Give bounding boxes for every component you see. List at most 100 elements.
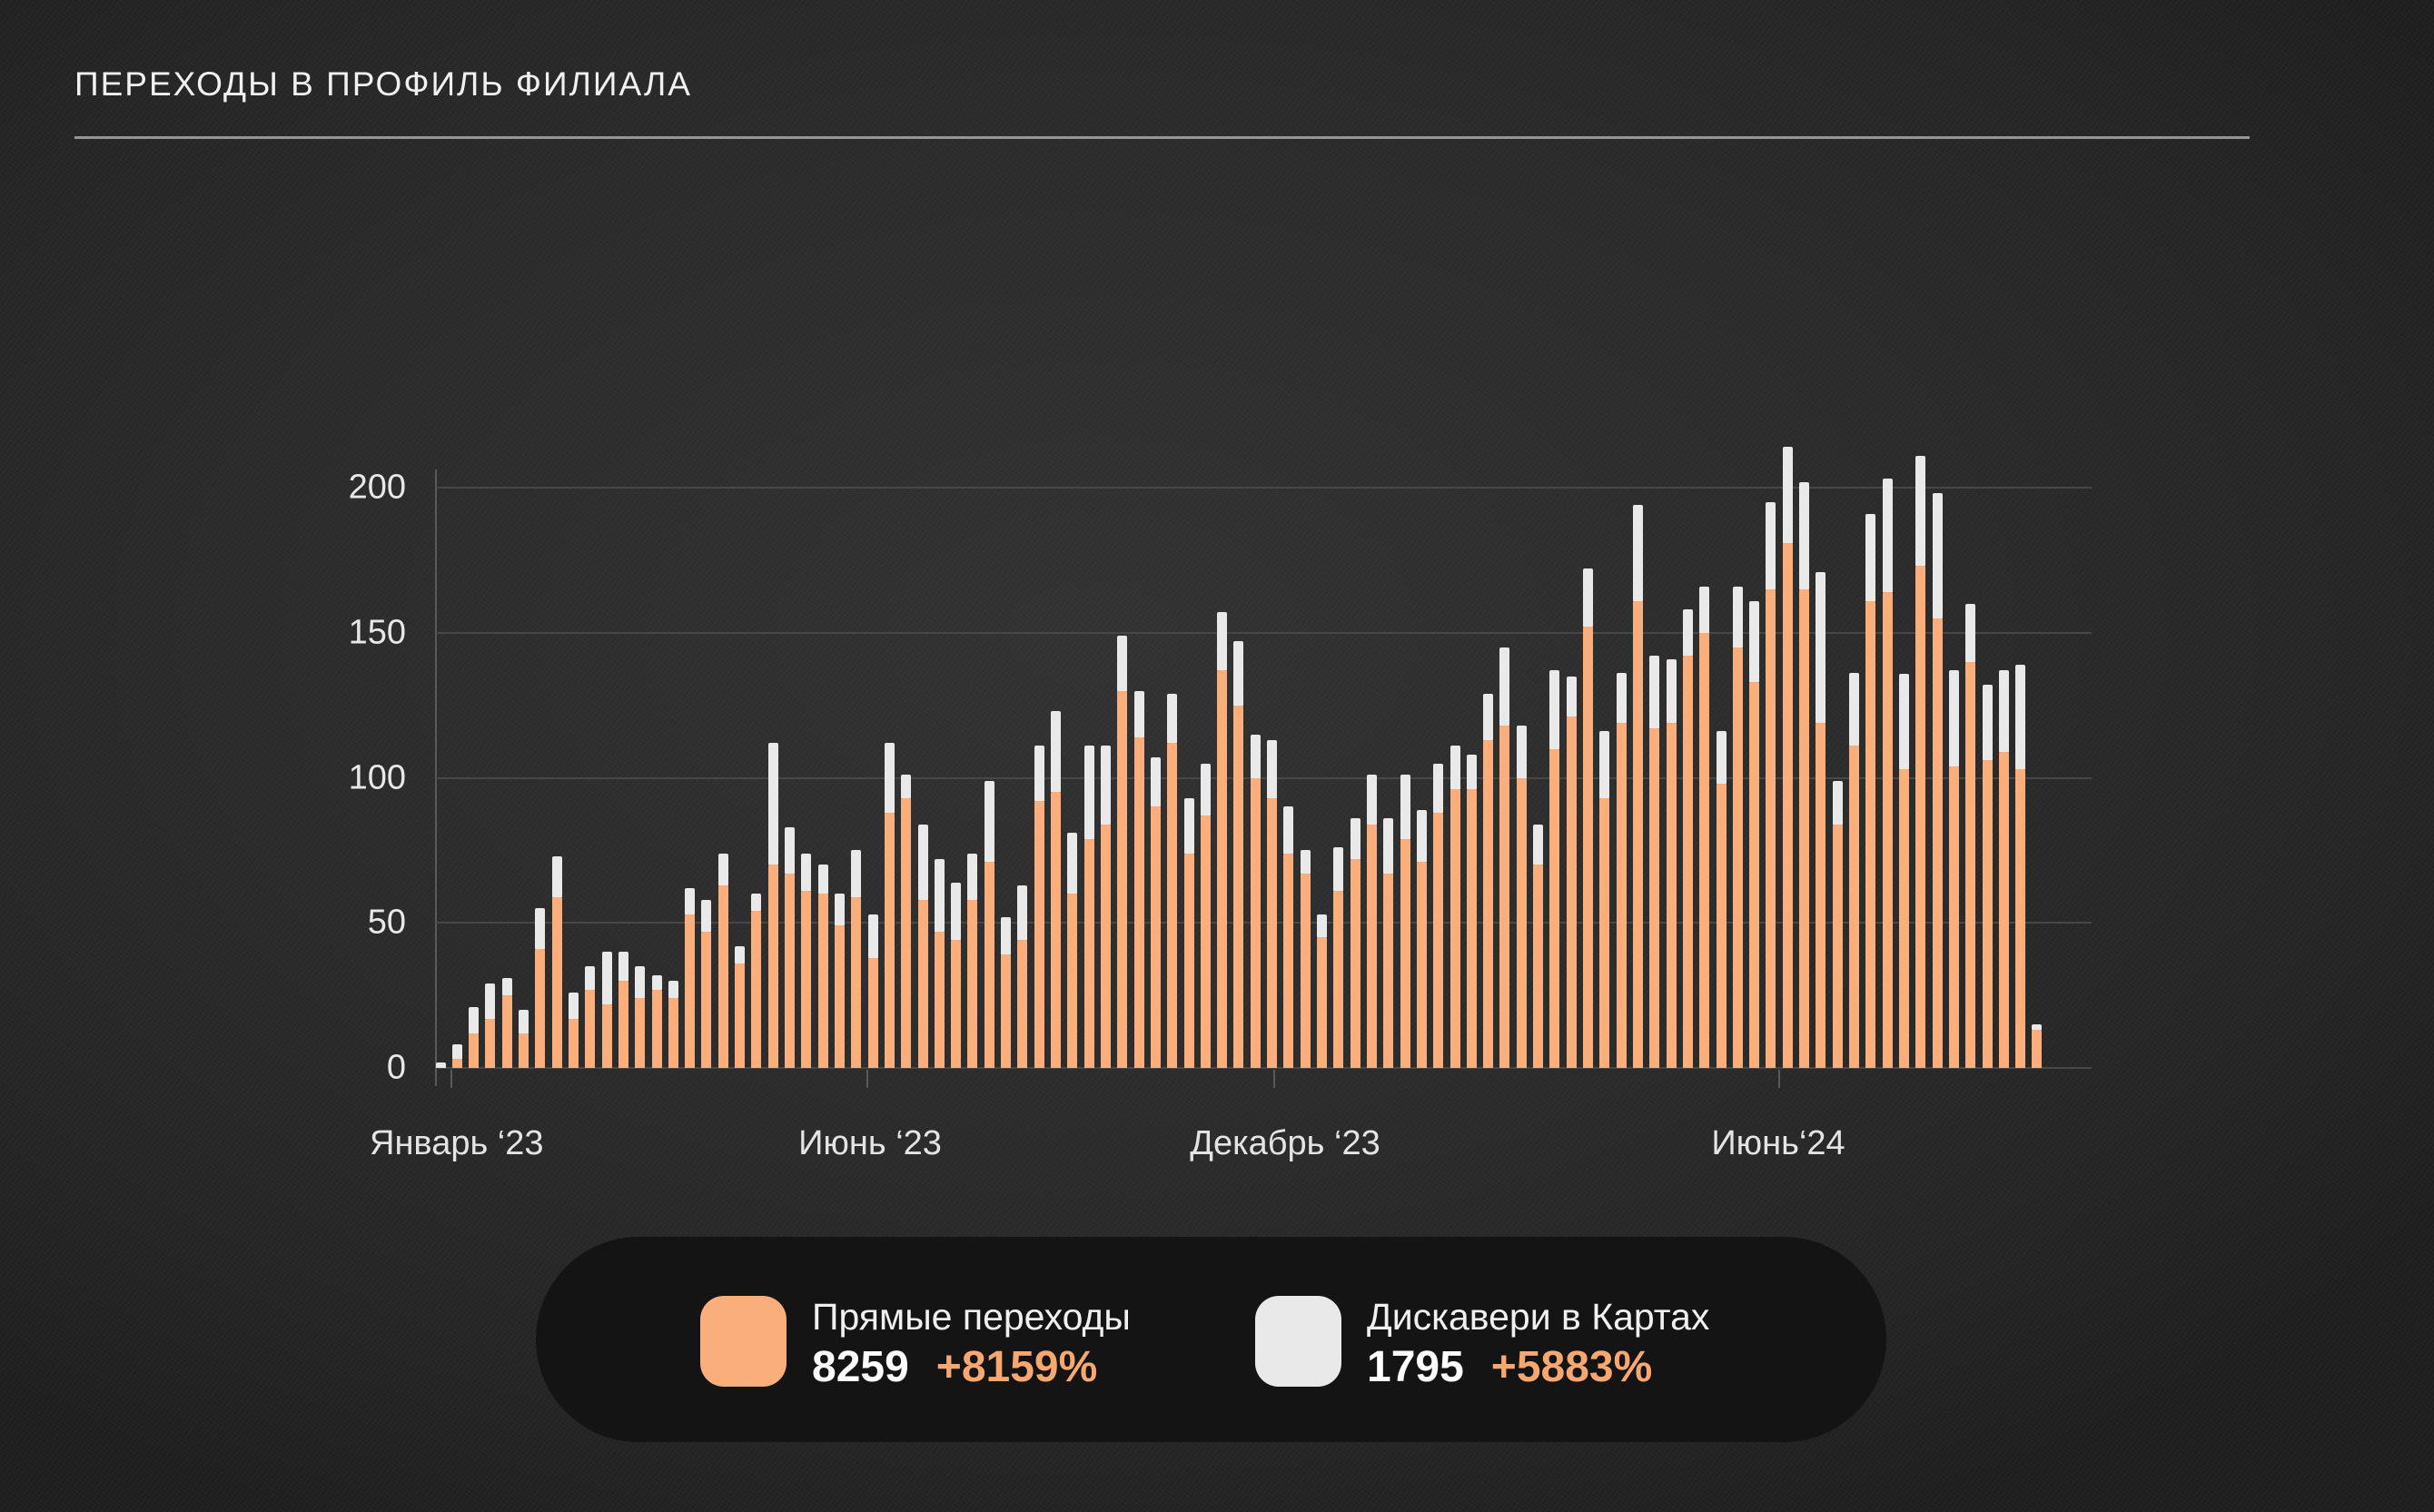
bar-segment-direct[interactable] — [1865, 600, 1876, 1068]
bar-week-9[interactable] — [568, 992, 579, 1068]
bar-segment-discovery[interactable] — [635, 966, 646, 999]
bar-week-22[interactable] — [785, 826, 796, 1068]
bar-segment-discovery[interactable] — [1466, 754, 1477, 790]
bar-week-39[interactable] — [1067, 833, 1078, 1068]
bar-segment-direct[interactable] — [1998, 751, 2009, 1068]
bar-segment-discovery[interactable] — [884, 743, 895, 813]
bar-week-64[interactable] — [1483, 693, 1494, 1068]
bar-segment-discovery[interactable] — [1217, 612, 1228, 671]
bar-week-51[interactable] — [1267, 739, 1278, 1068]
bar-week-79[interactable] — [1732, 586, 1743, 1068]
bar-segment-discovery[interactable] — [2032, 1024, 2043, 1031]
bar-segment-direct[interactable] — [1882, 592, 1893, 1068]
bar-segment-direct[interactable] — [568, 1018, 579, 1068]
bar-segment-discovery[interactable] — [519, 1010, 529, 1033]
bar-segment-discovery[interactable] — [1183, 797, 1194, 854]
bar-segment-direct[interactable] — [1982, 760, 1993, 1068]
bar-segment-direct[interactable] — [1034, 801, 1044, 1068]
bar-week-18[interactable] — [717, 853, 728, 1068]
bar-week-56[interactable] — [1350, 818, 1360, 1068]
bar-week-44[interactable] — [1150, 757, 1161, 1068]
legend-item-direct[interactable]: Прямые переходы 8259 +8159% — [700, 1296, 1131, 1390]
bar-week-14[interactable] — [651, 974, 662, 1068]
bar-week-46[interactable] — [1183, 797, 1194, 1068]
bar-segment-direct[interactable] — [701, 931, 712, 1068]
bar-segment-direct[interactable] — [501, 995, 512, 1068]
bar-segment-direct[interactable] — [1083, 838, 1094, 1068]
bar-segment-direct[interactable] — [1416, 862, 1427, 1068]
bar-segment-discovery[interactable] — [1699, 586, 1710, 633]
bar-week-8[interactable] — [551, 855, 562, 1068]
bar-segment-discovery[interactable] — [1300, 850, 1311, 874]
bar-segment-direct[interactable] — [1133, 736, 1144, 1068]
bar-week-25[interactable] — [834, 894, 845, 1068]
bar-segment-discovery[interactable] — [1632, 505, 1643, 601]
bar-week-77[interactable] — [1699, 586, 1710, 1068]
bar-week-21[interactable] — [767, 743, 778, 1068]
bar-segment-discovery[interactable] — [917, 824, 928, 900]
bar-segment-discovery[interactable] — [801, 853, 812, 892]
bar-segment-discovery[interactable] — [1516, 726, 1527, 778]
bar-segment-direct[interactable] — [1766, 588, 1776, 1068]
bar-segment-direct[interactable] — [1932, 618, 1943, 1068]
bar-segment-direct[interactable] — [651, 989, 662, 1068]
bar-week-93[interactable] — [1965, 603, 1976, 1068]
bar-segment-direct[interactable] — [767, 865, 778, 1068]
bar-segment-direct[interactable] — [1499, 726, 1510, 1068]
bar-week-82[interactable] — [1782, 447, 1793, 1068]
bar-segment-direct[interactable] — [1350, 858, 1360, 1068]
bar-segment-discovery[interactable] — [1133, 690, 1144, 737]
bar-segment-direct[interactable] — [1267, 797, 1278, 1068]
bar-segment-direct[interactable] — [1915, 566, 1926, 1068]
bar-segment-direct[interactable] — [1117, 690, 1128, 1068]
bar-week-90[interactable] — [1915, 455, 1926, 1068]
bar-week-73[interactable] — [1632, 505, 1643, 1068]
bar-segment-direct[interactable] — [1832, 824, 1843, 1068]
bar-week-70[interactable] — [1583, 568, 1594, 1068]
bar-week-26[interactable] — [851, 850, 862, 1068]
bar-segment-direct[interactable] — [451, 1059, 462, 1068]
bar-week-80[interactable] — [1749, 600, 1760, 1068]
bar-segment-discovery[interactable] — [1366, 775, 1377, 825]
bar-segment-direct[interactable] — [2032, 1030, 2043, 1068]
bar-segment-discovery[interactable] — [685, 887, 696, 914]
bar-segment-direct[interactable] — [1433, 812, 1444, 1068]
bar-week-41[interactable] — [1100, 746, 1111, 1068]
bar-week-49[interactable] — [1233, 641, 1244, 1068]
bar-segment-direct[interactable] — [1317, 937, 1328, 1068]
bar-segment-direct[interactable] — [551, 896, 562, 1068]
bar-segment-direct[interactable] — [984, 862, 994, 1068]
bar-segment-direct[interactable] — [1965, 661, 1976, 1068]
bar-week-34[interactable] — [984, 780, 994, 1068]
bar-week-5[interactable] — [501, 977, 512, 1068]
bar-segment-direct[interactable] — [1682, 656, 1693, 1068]
bar-segment-discovery[interactable] — [1998, 670, 2009, 752]
bar-segment-direct[interactable] — [1017, 940, 1028, 1068]
bar-segment-discovery[interactable] — [1915, 455, 1926, 567]
bar-week-1[interactable] — [435, 1062, 446, 1068]
bar-segment-direct[interactable] — [851, 896, 862, 1068]
bar-segment-discovery[interactable] — [1965, 603, 1976, 662]
bar-segment-discovery[interactable] — [1017, 884, 1028, 941]
bar-segment-discovery[interactable] — [435, 1062, 446, 1068]
bar-segment-direct[interactable] — [717, 884, 728, 1068]
bar-week-72[interactable] — [1616, 673, 1627, 1068]
bar-segment-direct[interactable] — [1001, 954, 1012, 1068]
bar-segment-direct[interactable] — [801, 891, 812, 1068]
bar-week-2[interactable] — [451, 1044, 462, 1068]
bar-segment-direct[interactable] — [1450, 789, 1460, 1068]
bar-segment-discovery[interactable] — [535, 908, 546, 950]
bar-segment-direct[interactable] — [867, 957, 878, 1068]
bar-segment-direct[interactable] — [1283, 853, 1294, 1068]
bar-week-55[interactable] — [1333, 847, 1344, 1068]
bar-week-45[interactable] — [1167, 693, 1178, 1068]
bar-week-50[interactable] — [1250, 734, 1261, 1068]
bar-week-92[interactable] — [1948, 670, 1959, 1068]
bar-segment-direct[interactable] — [1366, 824, 1377, 1068]
bar-segment-direct[interactable] — [1051, 792, 1062, 1068]
bar-segment-direct[interactable] — [1250, 777, 1261, 1068]
bar-week-36[interactable] — [1017, 884, 1028, 1068]
bar-week-81[interactable] — [1766, 501, 1776, 1068]
bar-segment-discovery[interactable] — [1599, 731, 1610, 798]
bar-segment-discovery[interactable] — [1749, 600, 1760, 683]
